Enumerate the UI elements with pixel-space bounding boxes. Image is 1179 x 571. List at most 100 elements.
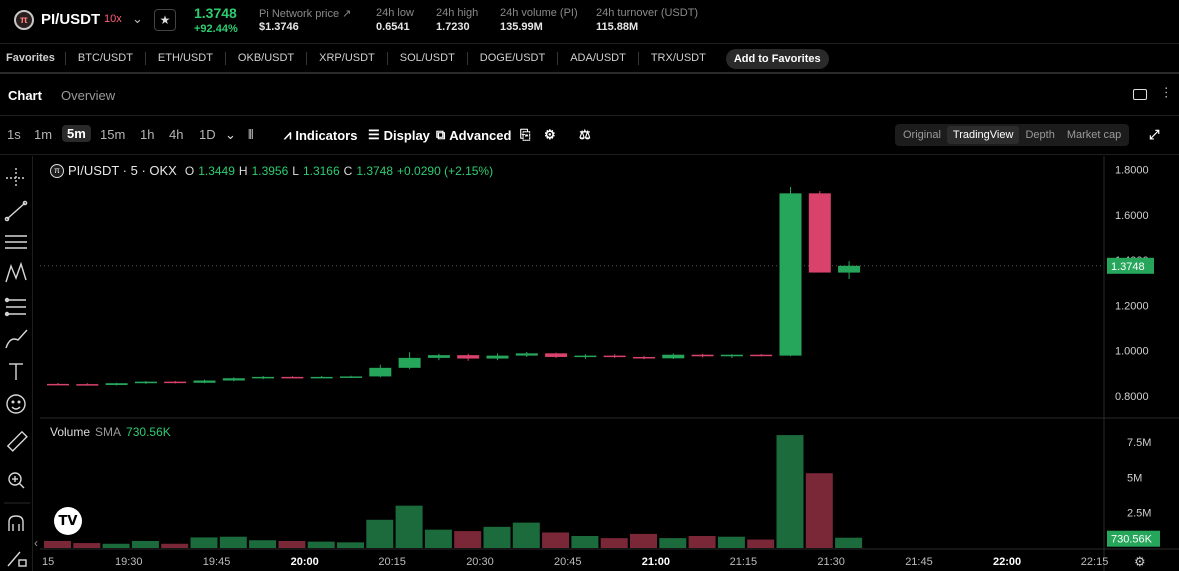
favorite-pair[interactable]: ADA/USDT bbox=[557, 52, 638, 65]
volume-bar bbox=[571, 536, 599, 548]
volume-bar bbox=[835, 537, 863, 548]
timeframe-1s[interactable]: 1s bbox=[7, 127, 21, 142]
timeframe-5m[interactable]: 5m bbox=[62, 125, 91, 142]
volume-bar bbox=[44, 540, 71, 548]
time-axis-tick: 21:45 bbox=[905, 556, 933, 568]
timeframe-1m[interactable]: 1m bbox=[34, 127, 53, 142]
crosshair-icon bbox=[6, 168, 26, 188]
candle-body bbox=[47, 383, 69, 386]
view-original[interactable]: Original bbox=[903, 129, 941, 141]
volume-bar bbox=[190, 537, 218, 548]
volume-bar bbox=[337, 542, 364, 548]
time-axis-tick: 15 bbox=[42, 556, 54, 568]
price-axis-tick: 1.8000 bbox=[1115, 165, 1149, 177]
candlestick-chart[interactable]: 1.80001.60001.40001.20001.00000.80007.5M… bbox=[40, 156, 1179, 571]
add-to-favorites-button[interactable]: Add to Favorites bbox=[725, 48, 829, 69]
timeframe-15m[interactable]: 15m bbox=[100, 127, 126, 142]
candle-body bbox=[750, 354, 773, 357]
legend-close: 1.3748 bbox=[356, 163, 394, 178]
legend-title[interactable]: PI/USDT · 5 · OKX bbox=[68, 163, 177, 178]
candle-body bbox=[369, 367, 392, 377]
candle-body bbox=[486, 355, 509, 359]
time-axis-tick: 19:30 bbox=[115, 556, 143, 568]
fullscreen-window-icon[interactable] bbox=[1133, 89, 1147, 100]
favorite-pair[interactable]: SOL/USDT bbox=[386, 52, 467, 65]
candle-body bbox=[134, 381, 157, 384]
stat-label-24h-low: 24h low bbox=[376, 7, 414, 19]
indicators-button[interactable]: ⩘ Indicators bbox=[284, 127, 358, 143]
advanced-button[interactable]: ⧉ Advanced bbox=[436, 127, 512, 143]
candle-type-icon[interactable]: ⫴ bbox=[248, 127, 254, 142]
favorite-pair[interactable]: XRP/USDT bbox=[306, 52, 387, 65]
display-button[interactable]: ☰ Display bbox=[368, 127, 430, 143]
timeframe-4h[interactable]: 4h bbox=[169, 127, 184, 142]
stat-label-24h-high: 24h high bbox=[436, 7, 479, 19]
volume-bar bbox=[776, 435, 804, 548]
view-depth[interactable]: Depth bbox=[1025, 129, 1055, 141]
favorite-pair[interactable]: BTC/USDT bbox=[64, 52, 145, 65]
candle-body bbox=[164, 381, 187, 384]
volume-bar bbox=[219, 536, 247, 548]
tab-chart[interactable]: Chart bbox=[8, 88, 42, 103]
gear-icon[interactable]: ⚙ bbox=[1134, 554, 1146, 569]
brush-icon bbox=[5, 329, 28, 349]
candle-body bbox=[633, 356, 655, 359]
view-market-cap[interactable]: Market cap bbox=[1066, 129, 1122, 141]
more-options-icon[interactable]: ⋯ bbox=[1159, 86, 1174, 99]
price-axis-tick: 0.8000 bbox=[1115, 391, 1149, 403]
leverage-badge: 10x bbox=[104, 13, 122, 25]
stat-label-pi-price[interactable]: Pi Network price ↗ bbox=[259, 8, 352, 20]
volume-label[interactable]: Volume bbox=[50, 425, 91, 439]
chart-area[interactable]: 1.80001.60001.40001.20001.00000.80007.5M… bbox=[34, 156, 1179, 571]
time-axis-tick: 22:00 bbox=[993, 556, 1021, 568]
favorite-star-button[interactable]: ★ bbox=[154, 9, 176, 31]
chevron-down-icon[interactable]: ⌄ bbox=[132, 11, 143, 26]
magnet-icon bbox=[8, 515, 24, 531]
chart-tabs: Chart Overview ⋯ bbox=[0, 76, 1179, 116]
expand-icon[interactable]: ⤢ bbox=[1149, 127, 1160, 142]
favorites-label: Favorites bbox=[6, 52, 55, 64]
stat-label-24h-volume: 24h volume (PI) bbox=[500, 7, 578, 19]
volume-bar bbox=[512, 522, 540, 548]
current-price-value: 1.3748 bbox=[1111, 261, 1145, 273]
collapse-toolbar-icon[interactable]: ‹ bbox=[34, 536, 38, 550]
time-axis-tick: 20:45 bbox=[554, 556, 582, 568]
drawing-toolbar bbox=[0, 156, 33, 571]
timeframe-1d[interactable]: 1D bbox=[199, 127, 216, 142]
volume-bar bbox=[73, 543, 101, 548]
candle-body bbox=[105, 383, 128, 386]
tab-overview[interactable]: Overview bbox=[61, 88, 116, 103]
gear-icon[interactable]: ⚙ bbox=[544, 127, 556, 142]
candle-body bbox=[808, 193, 831, 273]
compare-scale-icon[interactable]: ⚖ bbox=[579, 127, 591, 142]
candle-body bbox=[76, 384, 99, 386]
favorite-pair[interactable]: OKB/USDT bbox=[224, 52, 306, 65]
candle-body bbox=[398, 357, 421, 368]
favorite-pair[interactable]: TRX/USDT bbox=[637, 52, 718, 65]
chart-toolbar: 1s 1m 5m 15m 1h 4h 1D ⌄ ⫴ ⩘ Indicators ☰ D… bbox=[0, 117, 1179, 155]
volume-bar bbox=[747, 539, 775, 548]
candle-body bbox=[574, 355, 597, 358]
text-tool-icon bbox=[9, 363, 23, 380]
volume-sma-value: 730.56K bbox=[1111, 534, 1153, 546]
view-tradingview[interactable]: TradingView bbox=[946, 126, 1020, 144]
ticker-bar: π PI/USDT 10x ⌄ ★ 1.3748 +92.44% Pi Netw… bbox=[0, 0, 1179, 44]
legend-close-label: C bbox=[343, 163, 353, 178]
chevron-down-icon[interactable]: ⌄ bbox=[225, 127, 236, 142]
star-icon: ★ bbox=[159, 13, 171, 27]
stat-value-24h-turnover: 115.88M bbox=[596, 21, 639, 33]
candle-body bbox=[515, 353, 538, 356]
volume-bar bbox=[161, 543, 189, 548]
external-link-icon: ↗ bbox=[342, 8, 352, 20]
stat-label-24h-turnover: 24h turnover (USDT) bbox=[596, 7, 699, 19]
layout-icon[interactable]: ⎘ bbox=[520, 127, 531, 142]
tradingview-logo-icon[interactable]: TV bbox=[54, 507, 82, 535]
timeframe-1h[interactable]: 1h bbox=[140, 127, 155, 142]
favorite-pair[interactable]: DOGE/USDT bbox=[466, 52, 557, 65]
favorite-pair[interactable]: ETH/USDT bbox=[144, 52, 225, 65]
time-axis-tick: 20:00 bbox=[291, 556, 319, 568]
pair-name[interactable]: PI/USDT bbox=[41, 11, 101, 28]
list-icon: ☰ bbox=[368, 127, 380, 142]
favorites-bar: Favorites BTC/USDT ETH/USDT OKB/USDT XRP… bbox=[0, 45, 1179, 74]
last-price: 1.3748 bbox=[194, 5, 237, 21]
